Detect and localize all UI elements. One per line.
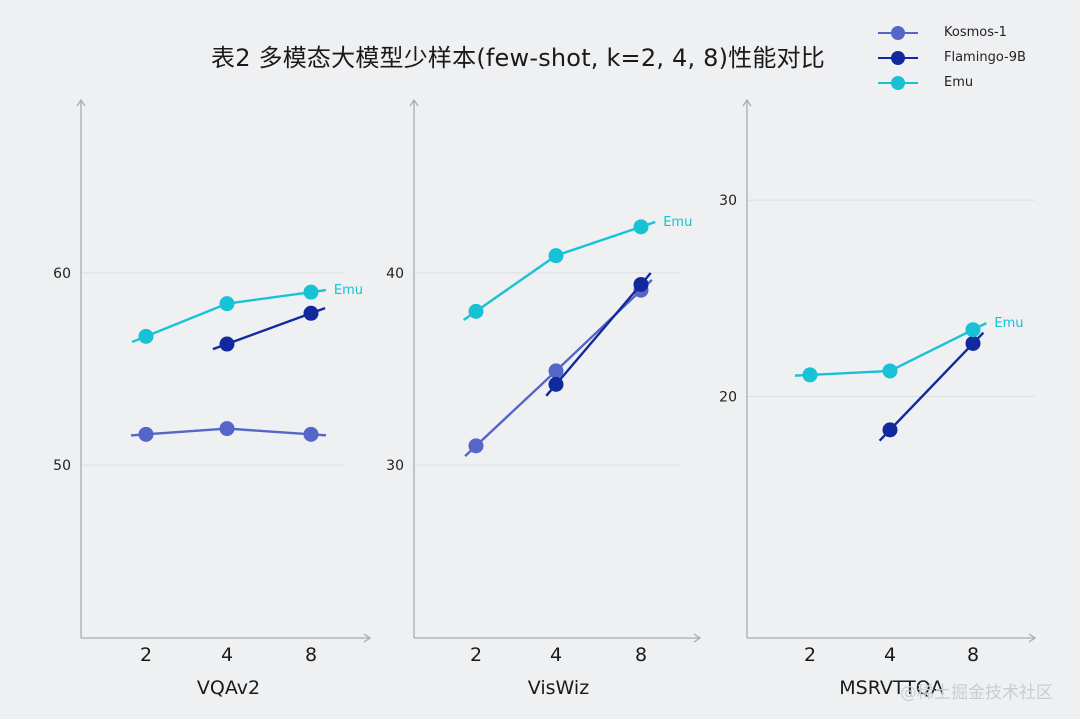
x-tick-label: 2 xyxy=(804,644,816,666)
series-line-flamingo-9b xyxy=(545,272,652,397)
legend-label: Kosmos-1 xyxy=(944,25,1007,40)
y-tick-label: 30 xyxy=(386,458,404,474)
y-tick-label: 30 xyxy=(719,193,737,209)
y-tick-label: 60 xyxy=(53,266,71,282)
legend-item-kosmos: Kosmos-1 xyxy=(878,20,1026,45)
data-point-marker xyxy=(882,422,898,438)
legend-item-flamingo: Flamingo-9B xyxy=(878,45,1026,70)
x-tick-label: 2 xyxy=(140,644,152,666)
data-point-marker xyxy=(303,426,319,442)
data-point-marker xyxy=(138,328,154,344)
x-axis-label: MSRVTTQA xyxy=(839,677,943,699)
data-point-marker xyxy=(548,363,564,379)
data-point-marker xyxy=(633,219,649,235)
legend-label: Flamingo-9B xyxy=(944,50,1026,65)
y-tick-label: 20 xyxy=(719,389,737,405)
y-axis-arrow-icon xyxy=(742,98,752,107)
legend-dot xyxy=(891,75,905,90)
data-point-marker xyxy=(138,426,154,442)
x-tick-label: 8 xyxy=(967,644,979,666)
data-point-marker xyxy=(965,322,981,338)
legend-marker-icon xyxy=(878,25,918,40)
legend-item-emu: Emu xyxy=(878,70,1026,95)
legend-dot xyxy=(891,25,905,40)
data-point-marker xyxy=(219,336,235,352)
x-tick-label: 8 xyxy=(635,644,647,666)
data-point-marker xyxy=(882,363,898,379)
data-point-marker xyxy=(219,421,235,437)
data-point-marker xyxy=(548,248,564,264)
x-tick-label: 4 xyxy=(884,644,896,666)
series-annotation: Emu xyxy=(334,283,363,298)
data-point-marker xyxy=(633,276,649,292)
panel-vqav2: 50 60 2 4 8 VQAv2 Emu xyxy=(53,98,372,699)
y-tick-label: 40 xyxy=(386,266,404,282)
data-point-marker xyxy=(548,376,564,392)
x-tick-label: 2 xyxy=(470,644,482,666)
x-axis-arrow-icon xyxy=(363,633,372,643)
panel-msrvttqa: 20 30 2 4 8 MSRVTTQA Emu xyxy=(719,98,1037,699)
series-line-flamingo-9b xyxy=(212,306,326,351)
x-tick-label: 4 xyxy=(550,644,562,666)
legend: Kosmos-1 Flamingo-9B Emu xyxy=(878,20,1026,95)
data-point-marker xyxy=(802,367,818,383)
legend-marker-icon xyxy=(878,50,918,65)
x-tick-label: 4 xyxy=(221,644,233,666)
series-annotation: Emu xyxy=(663,215,692,230)
data-point-marker xyxy=(303,305,319,321)
watermark: @稀土掘金技术社区 xyxy=(900,683,1053,703)
legend-marker-icon xyxy=(878,75,918,90)
data-point-marker xyxy=(965,335,981,351)
x-axis-arrow-icon xyxy=(1028,633,1037,643)
y-axis-arrow-icon xyxy=(76,98,86,107)
chart-title: 表2 多模态大模型少样本(few-shot, k=2, 4, 8)性能对比 xyxy=(211,44,825,72)
legend-dot xyxy=(891,50,905,65)
data-point-marker xyxy=(303,284,319,300)
y-tick-label: 50 xyxy=(53,458,71,474)
series-annotation: Emu xyxy=(994,316,1023,331)
data-point-marker xyxy=(219,296,235,312)
x-axis-arrow-icon xyxy=(693,633,702,643)
legend-label: Emu xyxy=(944,75,974,90)
x-axis-label: VisWiz xyxy=(528,677,589,699)
y-axis-arrow-icon xyxy=(409,98,419,107)
x-tick-label: 8 xyxy=(305,644,317,666)
data-point-marker xyxy=(468,303,484,319)
data-point-marker xyxy=(468,438,484,454)
x-axis-label: VQAv2 xyxy=(197,677,260,699)
